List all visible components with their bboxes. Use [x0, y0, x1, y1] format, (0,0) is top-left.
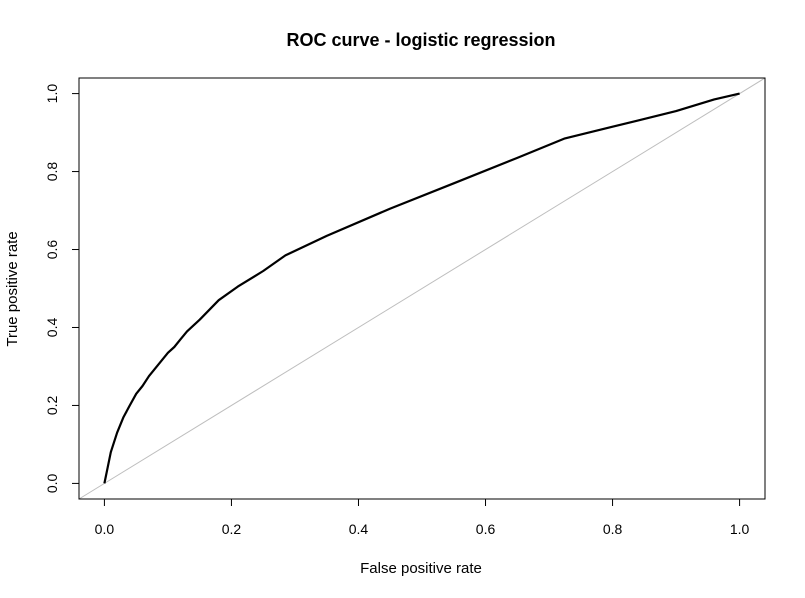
x-axis: 0.0 0.2 0.4 0.6 0.8 1.0	[95, 499, 750, 537]
x-tick-label: 1.0	[730, 521, 750, 537]
y-axis: 0.0 0.2 0.4 0.6 0.8 1.0	[44, 84, 79, 493]
y-tick-label: 0.0	[44, 473, 60, 493]
x-axis-label: False positive rate	[360, 560, 482, 577]
y-tick-label: 0.8	[44, 162, 60, 182]
y-tick-label: 0.4	[44, 318, 60, 338]
x-tick-label: 0.6	[476, 521, 496, 537]
x-tick-label: 0.0	[95, 521, 115, 537]
plot-frame	[78, 77, 766, 500]
reference-diagonal-line	[78, 77, 766, 500]
y-tick-label: 0.2	[44, 396, 60, 416]
y-axis-label: True positive rate	[4, 231, 21, 346]
x-tick-label: 0.4	[349, 521, 369, 537]
x-tick-label: 0.2	[222, 521, 242, 537]
x-tick-label: 0.8	[603, 521, 623, 537]
roc-series-line	[103, 92, 740, 484]
y-tick-label: 1.0	[44, 84, 60, 104]
chart-title: ROC curve - logistic regression	[286, 30, 555, 50]
y-tick-label: 0.6	[44, 240, 60, 260]
